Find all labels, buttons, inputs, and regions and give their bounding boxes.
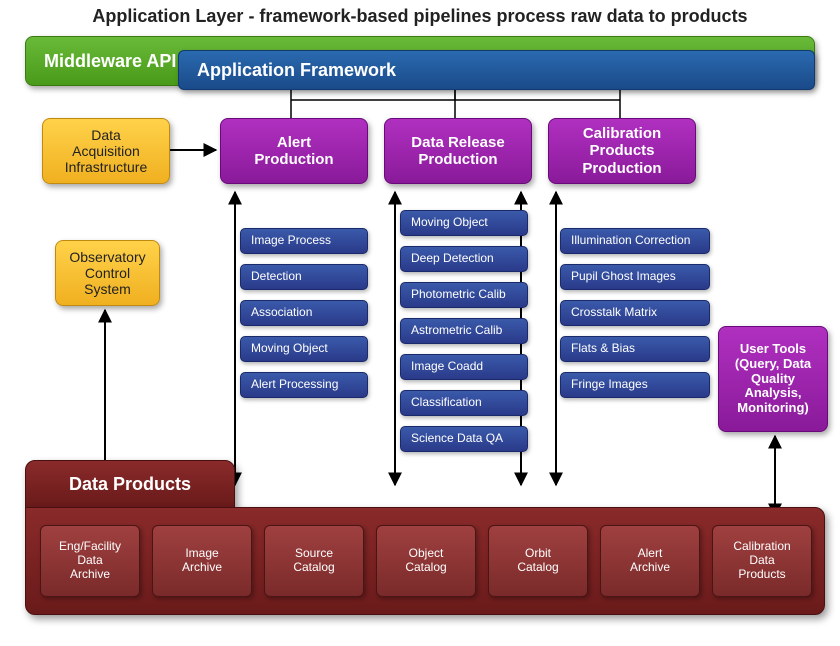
calibration-title: Calibration Products Production [582, 125, 661, 177]
list-item: Fringe Images [560, 372, 710, 398]
list-item: Photometric Calib [400, 282, 528, 308]
list-item: Image Process [240, 228, 368, 254]
data-products-title: Data Products [69, 474, 191, 495]
data-release-title: Data Release Production [411, 134, 504, 169]
alert-production-title: Alert Production [254, 134, 333, 169]
framework-label: Application Framework [197, 60, 396, 81]
list-item: Association [240, 300, 368, 326]
list-item: Moving Object [400, 210, 528, 236]
list-item: Moving Object [240, 336, 368, 362]
observatory-control-box: Observatory Control System [55, 240, 160, 306]
page-title: Application Layer - framework-based pipe… [0, 6, 840, 27]
user-tools-box: User Tools (Query, Data Quality Analysis… [718, 326, 828, 432]
data-product-item: Calibration Data Products [712, 525, 812, 597]
list-item: Pupil Ghost Images [560, 264, 710, 290]
list-item: Flats & Bias [560, 336, 710, 362]
data-product-item: Orbit Catalog [488, 525, 588, 597]
observatory-control-label: Observatory Control System [69, 249, 145, 297]
data-products-tab: Data Products [25, 460, 235, 508]
list-item: Detection [240, 264, 368, 290]
data-acquisition-box: Data Acquisition Infrastructure [42, 118, 170, 184]
list-item: Science Data QA [400, 426, 528, 452]
data-product-item: Alert Archive [600, 525, 700, 597]
list-item: Image Coadd [400, 354, 528, 380]
list-item: Classification [400, 390, 528, 416]
list-item: Deep Detection [400, 246, 528, 272]
list-item: Crosstalk Matrix [560, 300, 710, 326]
user-tools-label: User Tools (Query, Data Quality Analysis… [735, 342, 811, 417]
list-item: Alert Processing [240, 372, 368, 398]
framework-bar: Application Framework [178, 50, 815, 90]
data-release-header: Data Release Production [384, 118, 532, 184]
data-product-item: Eng/Facility Data Archive [40, 525, 140, 597]
data-product-item: Image Archive [152, 525, 252, 597]
middleware-label: Middleware API [44, 51, 176, 72]
data-product-item: Object Catalog [376, 525, 476, 597]
list-item: Illumination Correction [560, 228, 710, 254]
data-acquisition-label: Data Acquisition Infrastructure [65, 127, 147, 175]
calibration-header: Calibration Products Production [548, 118, 696, 184]
alert-production-header: Alert Production [220, 118, 368, 184]
list-item: Astrometric Calib [400, 318, 528, 344]
data-product-item: Source Catalog [264, 525, 364, 597]
